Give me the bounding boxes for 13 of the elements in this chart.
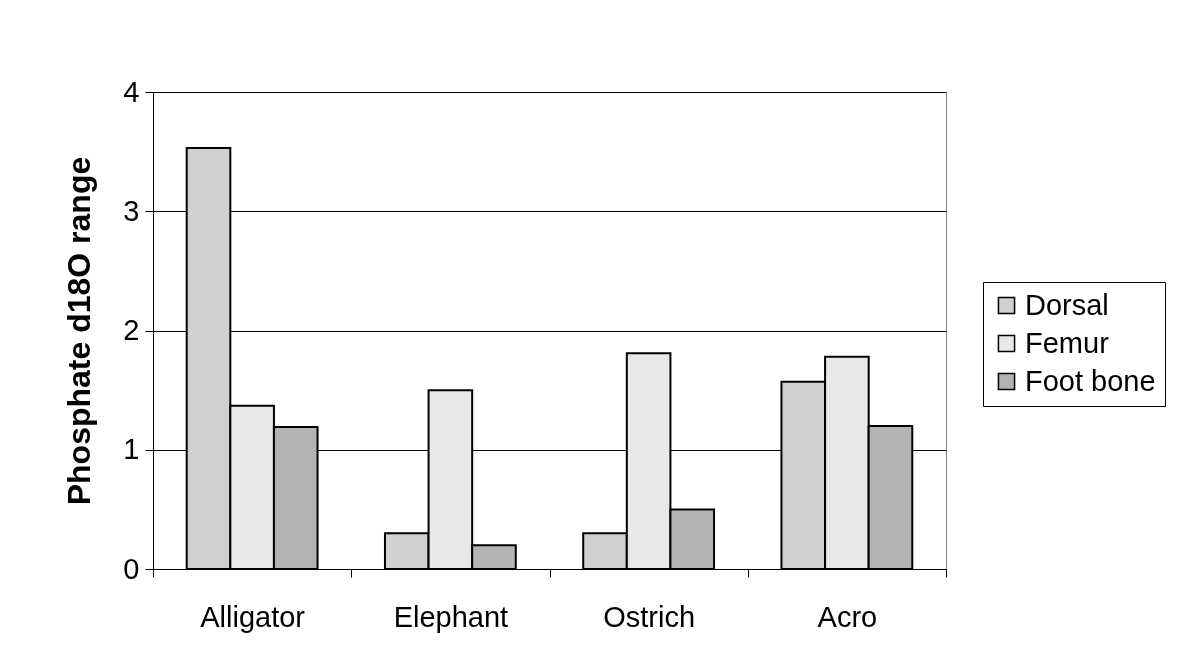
y-axis-title: Phosphate d18O range — [61, 156, 98, 506]
y-tick-label: 4 — [123, 75, 140, 108]
x-tick-label: Elephant — [393, 600, 509, 633]
legend-label: Dorsal — [1025, 288, 1109, 321]
x-tick-label: Acro — [817, 600, 878, 633]
legend-label: Femur — [1025, 326, 1110, 359]
x-tick-label: Ostrich — [603, 600, 696, 633]
y-tick-label: 3 — [123, 194, 140, 227]
y-tick-label: 0 — [123, 552, 140, 585]
x-tick-label: Alligator — [200, 600, 306, 633]
y-tick-label: 1 — [123, 433, 140, 466]
legend-label: Foot bone — [1025, 364, 1156, 397]
y-tick-label: 2 — [123, 314, 140, 346]
